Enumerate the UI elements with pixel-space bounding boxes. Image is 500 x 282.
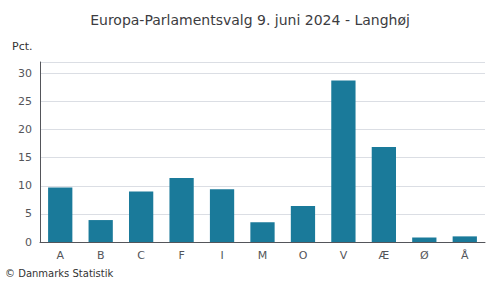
svg-text:I: I xyxy=(220,249,223,262)
svg-text:O: O xyxy=(299,249,308,262)
svg-text:Pct.: Pct. xyxy=(12,40,33,53)
svg-text:5: 5 xyxy=(25,207,32,220)
svg-text:F: F xyxy=(178,249,184,262)
svg-text:30: 30 xyxy=(18,67,32,80)
svg-text:Europa-Parlamentsvalg 9. juni: Europa-Parlamentsvalg 9. juni 2024 - Lan… xyxy=(90,12,410,28)
svg-text:20: 20 xyxy=(18,123,32,136)
svg-text:M: M xyxy=(258,249,268,262)
svg-text:25: 25 xyxy=(18,95,32,108)
svg-text:10: 10 xyxy=(18,179,32,192)
svg-text:C: C xyxy=(137,249,145,262)
svg-text:Æ: Æ xyxy=(379,249,390,262)
svg-text:B: B xyxy=(97,249,105,262)
svg-text:A: A xyxy=(56,249,64,262)
svg-text:15: 15 xyxy=(18,151,32,164)
svg-text:V: V xyxy=(340,249,348,262)
svg-text:Ø: Ø xyxy=(420,249,429,262)
svg-text:Å: Å xyxy=(461,249,469,262)
svg-text:© Danmarks Statistik: © Danmarks Statistik xyxy=(5,268,114,279)
svg-text:0: 0 xyxy=(25,236,32,249)
